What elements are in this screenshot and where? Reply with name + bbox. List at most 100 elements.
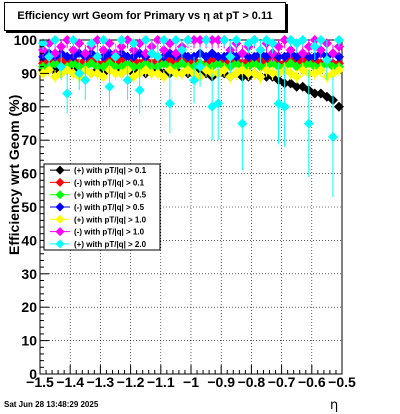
data-point xyxy=(309,88,320,99)
data-point xyxy=(80,48,91,59)
x-tick-label: −0.8 xyxy=(238,374,266,390)
data-point xyxy=(255,71,266,82)
y-tick-label: 30 xyxy=(21,266,37,282)
data-point xyxy=(255,45,266,56)
y-tick-label: 10 xyxy=(21,333,37,349)
x-tick-label: −1.1 xyxy=(147,374,175,390)
y-tick-label: 80 xyxy=(21,99,37,115)
data-point xyxy=(110,51,121,62)
legend-label: (+) with pT/|q| > 0.5 xyxy=(74,191,147,200)
data-point xyxy=(158,45,169,56)
legend-label: (-) with pT/|q| > 1.0 xyxy=(74,228,145,237)
legend-marker xyxy=(55,190,65,200)
data-point xyxy=(92,51,103,62)
data-point xyxy=(44,51,55,62)
data-point xyxy=(195,61,206,72)
data-point xyxy=(62,35,73,45)
data-point xyxy=(56,41,67,52)
data-point xyxy=(249,51,260,62)
data-point xyxy=(327,131,338,142)
data-point xyxy=(86,68,97,79)
data-point xyxy=(315,35,326,45)
legend-marker xyxy=(55,165,65,175)
x-tick-label: −1.2 xyxy=(117,374,145,390)
y-tick-label: 0 xyxy=(29,366,37,382)
legend-label: (-) with pT/|q| > 0.1 xyxy=(74,178,145,187)
data-point xyxy=(68,35,79,45)
data-point xyxy=(327,48,338,59)
legend-marker xyxy=(55,227,65,237)
data-point xyxy=(134,85,145,96)
data-point xyxy=(170,35,181,45)
y-tick-label: 40 xyxy=(21,232,37,248)
data-point xyxy=(207,35,218,45)
data-point xyxy=(279,101,290,112)
data-point xyxy=(219,65,230,76)
x-axis-label: η xyxy=(330,398,339,413)
data-point xyxy=(110,68,121,79)
timestamp-footer: Sat Jun 28 13:48:29 2025 xyxy=(4,400,99,409)
data-point xyxy=(189,35,200,45)
data-point xyxy=(213,98,224,109)
data-point xyxy=(303,41,314,52)
data-point xyxy=(291,81,302,92)
x-tick-label: −1.5 xyxy=(26,374,54,390)
data-point xyxy=(231,35,242,45)
data-point xyxy=(152,35,163,45)
data-point xyxy=(62,51,73,62)
y-tick-label: 100 xyxy=(14,32,38,48)
legend: (+) with pT/|q| > 0.1 (-) with pT/|q| > 0… xyxy=(43,163,161,251)
data-point xyxy=(237,48,248,59)
data-point xyxy=(98,35,109,45)
x-tick-label: −1 xyxy=(183,374,199,390)
data-point xyxy=(116,35,127,45)
data-point xyxy=(321,55,332,66)
data-point xyxy=(267,38,278,49)
legend-label: (+) with pT/|q| > 2.0 xyxy=(74,240,147,249)
data-point xyxy=(86,38,97,49)
y-tick-label: 50 xyxy=(21,199,37,215)
data-point xyxy=(213,51,224,62)
x-tick-label: −1.4 xyxy=(56,374,84,390)
data-point xyxy=(62,88,73,99)
data-point xyxy=(333,101,344,112)
data-point xyxy=(291,71,302,82)
data-point xyxy=(243,68,254,79)
axes: −1.5 −1.4 −1.3 −1.2 −1.1 −1 −0.9 −0.8 −0.7 −0.6 −0… xyxy=(14,32,356,390)
data-point xyxy=(104,81,115,92)
data-point xyxy=(201,35,212,45)
data-point xyxy=(267,68,278,79)
x-tick-label: −1.3 xyxy=(87,374,115,390)
data-point xyxy=(122,51,133,62)
data-point xyxy=(182,35,193,45)
x-tick-label: −0.7 xyxy=(268,374,296,390)
data-point xyxy=(315,65,326,76)
data-point xyxy=(158,35,169,45)
data-point xyxy=(213,35,224,45)
data-point xyxy=(38,38,49,49)
y-tick-label: 20 xyxy=(21,299,37,315)
data-point xyxy=(237,118,248,129)
data-point xyxy=(309,41,320,52)
data-point xyxy=(249,58,260,69)
data-point xyxy=(297,35,308,45)
y-tick-label: 90 xyxy=(21,65,37,81)
data-point xyxy=(74,68,85,79)
x-tick-label: −0.5 xyxy=(328,374,356,390)
data-point xyxy=(249,68,260,79)
data-point xyxy=(170,68,181,79)
data-point xyxy=(249,35,260,45)
y-axis-label: Efficiency wrt Geom (%) xyxy=(6,94,22,255)
data-point xyxy=(195,35,206,45)
data-point xyxy=(56,61,67,72)
y-tick-label: 60 xyxy=(21,166,37,182)
data-point xyxy=(189,75,200,86)
data-point xyxy=(225,51,236,62)
data-point xyxy=(50,35,61,45)
data-point xyxy=(122,75,133,86)
data-point xyxy=(176,45,187,56)
data-point xyxy=(219,35,230,45)
series-layer xyxy=(38,35,344,197)
data-point xyxy=(80,75,91,86)
